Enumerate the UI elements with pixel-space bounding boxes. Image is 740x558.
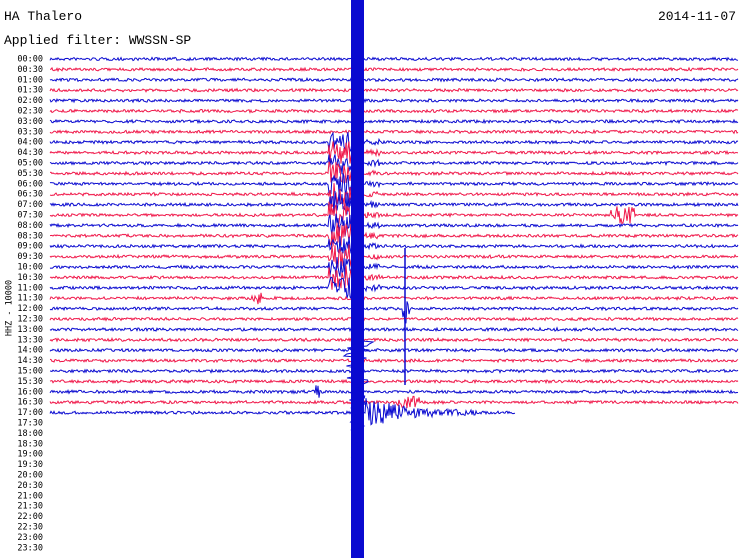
row-label: 03:30 bbox=[17, 127, 43, 137]
row-label: 23:00 bbox=[17, 533, 43, 543]
row-label: 18:30 bbox=[17, 439, 43, 449]
row-label: 09:30 bbox=[17, 252, 43, 262]
event-coda bbox=[342, 339, 375, 557]
row-label: 01:30 bbox=[17, 86, 43, 96]
traces bbox=[49, 0, 739, 558]
station: HA Thalero bbox=[4, 9, 82, 24]
trace bbox=[49, 183, 739, 208]
row-label: 16:30 bbox=[17, 398, 43, 408]
trace bbox=[49, 265, 739, 290]
row-label: 07:00 bbox=[17, 200, 43, 210]
trace bbox=[49, 191, 739, 215]
row-label: 05:00 bbox=[17, 159, 43, 169]
filter: Applied filter: WWSSN-SP bbox=[4, 33, 191, 48]
row-label: 04:00 bbox=[17, 138, 43, 148]
row-label: 15:00 bbox=[17, 367, 43, 377]
trace bbox=[49, 223, 739, 247]
trace bbox=[49, 77, 739, 83]
row-label: 12:00 bbox=[17, 304, 43, 314]
trace bbox=[49, 131, 739, 153]
row-label: 23:30 bbox=[17, 543, 43, 553]
row-label: 13:00 bbox=[17, 325, 43, 335]
trace bbox=[49, 337, 739, 343]
trace bbox=[49, 326, 739, 333]
row-label: 14:00 bbox=[17, 346, 43, 356]
date: 2014-11-07 bbox=[658, 9, 736, 24]
trace bbox=[49, 98, 739, 104]
trace bbox=[49, 347, 739, 353]
row-label: 20:30 bbox=[17, 481, 43, 491]
trace bbox=[50, 66, 739, 73]
row-label: 05:30 bbox=[17, 169, 43, 179]
trace bbox=[49, 292, 739, 305]
trace bbox=[49, 141, 738, 164]
row-label: 21:00 bbox=[17, 491, 43, 501]
trace bbox=[49, 128, 739, 135]
row-label: 18:00 bbox=[17, 429, 43, 439]
row-label: 02:30 bbox=[17, 107, 43, 117]
trace bbox=[49, 257, 739, 279]
trace bbox=[49, 395, 739, 409]
trace bbox=[49, 56, 739, 62]
row-label: 16:00 bbox=[17, 387, 43, 397]
row-label: 07:30 bbox=[17, 211, 43, 221]
row-label: 00:30 bbox=[17, 65, 43, 75]
axis-label: HHZ - 10000 bbox=[5, 280, 15, 336]
trace bbox=[49, 316, 739, 322]
trace bbox=[49, 213, 739, 237]
row-label: 21:30 bbox=[17, 502, 43, 512]
row-label: 10:30 bbox=[17, 273, 43, 283]
row-label: 20:00 bbox=[17, 471, 43, 481]
row-label: 15:30 bbox=[17, 377, 43, 387]
row-label: 13:30 bbox=[17, 335, 43, 345]
row-label: 04:30 bbox=[17, 148, 43, 158]
row-label: 09:00 bbox=[17, 242, 43, 252]
row-label: 17:00 bbox=[17, 408, 43, 418]
trace bbox=[49, 301, 739, 324]
row-label: 19:00 bbox=[17, 450, 43, 460]
row-label: 06:00 bbox=[17, 179, 43, 189]
trace bbox=[49, 161, 739, 184]
row-label: 19:30 bbox=[17, 460, 43, 470]
trace bbox=[49, 244, 739, 270]
trace bbox=[49, 276, 739, 300]
trace bbox=[49, 385, 739, 398]
trace bbox=[49, 368, 739, 374]
row-label: 11:30 bbox=[17, 294, 43, 304]
row-label: 14:30 bbox=[17, 356, 43, 366]
row-label: 10:00 bbox=[17, 263, 43, 273]
row-label: 11:00 bbox=[17, 283, 43, 293]
row-label: 22:30 bbox=[17, 523, 43, 533]
row-label: 17:30 bbox=[17, 419, 43, 429]
trace bbox=[49, 357, 739, 364]
trace bbox=[49, 118, 739, 125]
row-label: 01:00 bbox=[17, 75, 43, 85]
row-label: 03:00 bbox=[17, 117, 43, 127]
row-label: 00:00 bbox=[17, 55, 43, 65]
row-label: 08:30 bbox=[17, 231, 43, 241]
row-label: 08:00 bbox=[17, 221, 43, 231]
trace bbox=[49, 201, 739, 229]
trace bbox=[49, 378, 739, 385]
trace bbox=[49, 398, 516, 426]
row-label: 02:00 bbox=[17, 96, 43, 106]
trace bbox=[49, 108, 739, 114]
trace bbox=[49, 154, 739, 175]
row-label: 06:30 bbox=[17, 190, 43, 200]
trace bbox=[49, 236, 739, 256]
row-label: 12:30 bbox=[17, 315, 43, 325]
trace bbox=[49, 87, 739, 93]
trace bbox=[49, 173, 739, 197]
event-burst bbox=[351, 0, 364, 558]
row-label: 22:00 bbox=[17, 512, 43, 522]
